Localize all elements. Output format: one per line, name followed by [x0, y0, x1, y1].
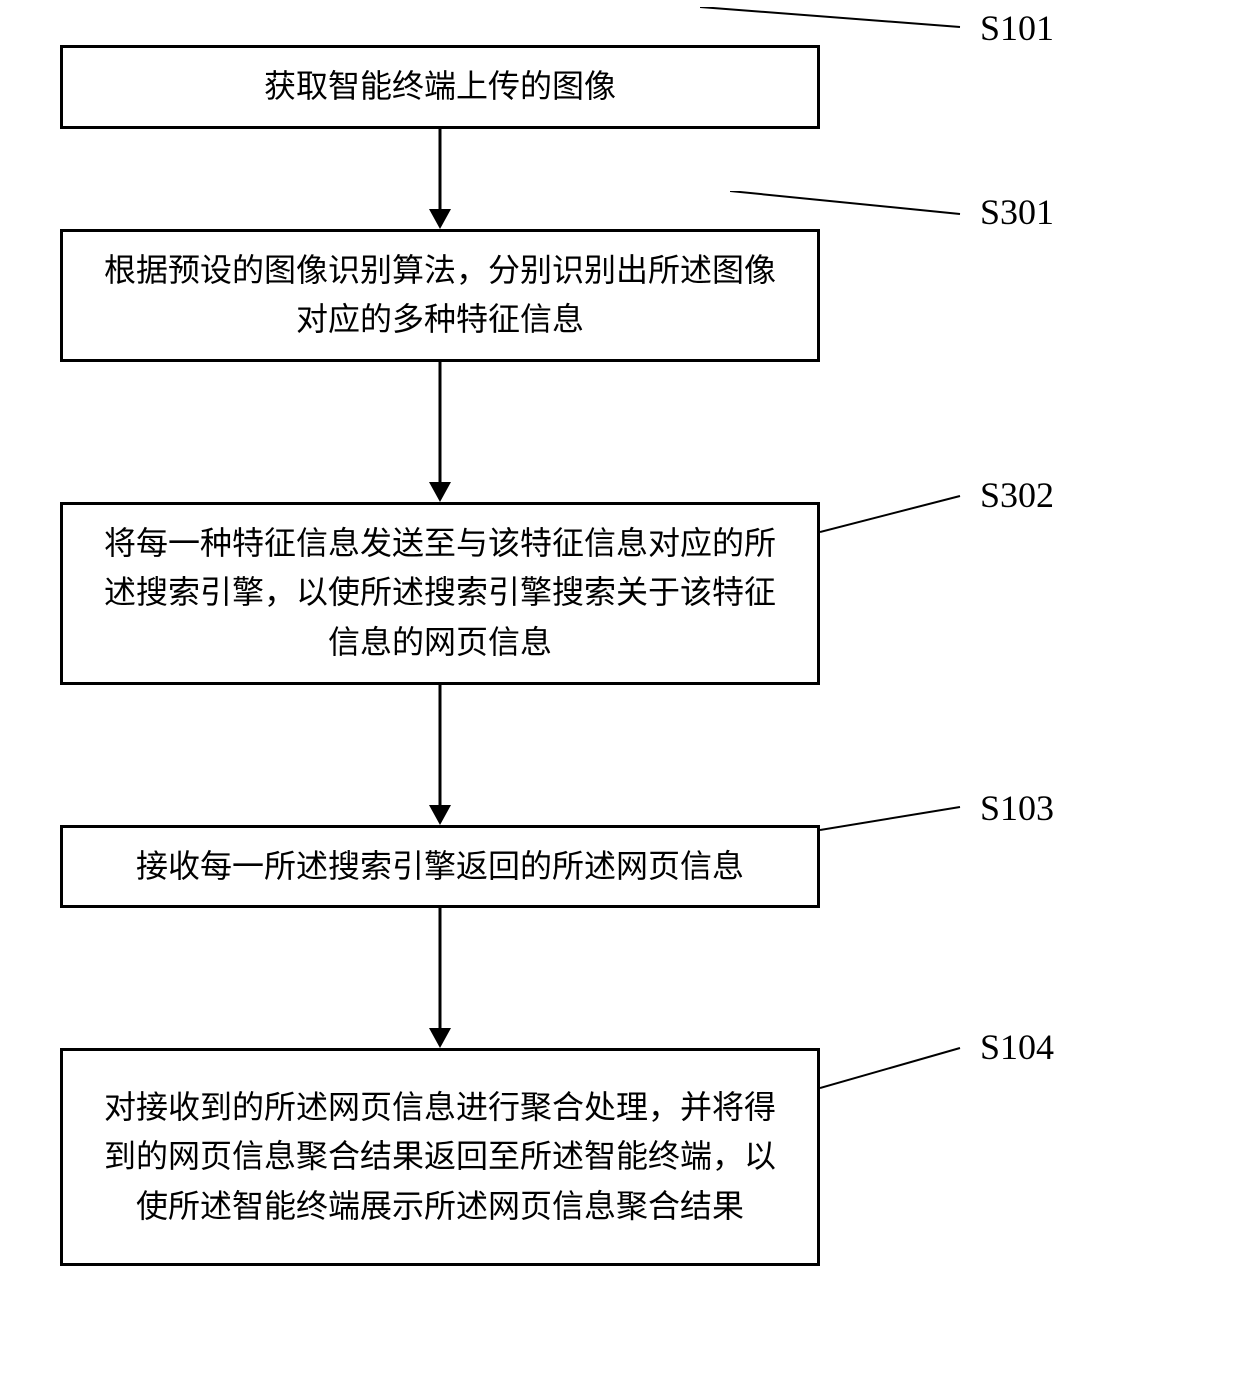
flow-arrow [420, 129, 460, 229]
flow-arrow [420, 685, 460, 825]
flow-step: 接收每一所述搜索引擎返回的所述网页信息S103 [60, 825, 1180, 909]
flow-step: 将每一种特征信息发送至与该特征信息对应的所述搜索引擎，以使所述搜索引擎搜索关于该… [60, 502, 1180, 685]
flow-box: 将每一种特征信息发送至与该特征信息对应的所述搜索引擎，以使所述搜索引擎搜索关于该… [60, 502, 820, 685]
step-label: S103 [980, 787, 1054, 829]
step-label: S301 [980, 191, 1054, 233]
connector [60, 908, 820, 1048]
flowchart-container: 获取智能终端上传的图像S101 根据预设的图像识别算法，分别识别出所述图像对应的多… [60, 45, 1180, 1266]
flow-box-text: 对接收到的所述网页信息进行聚合处理，并将得到的网页信息聚合结果返回至所述智能终端… [103, 1083, 777, 1232]
flow-arrow [420, 908, 460, 1048]
step-label: S302 [980, 474, 1054, 516]
step-label: S101 [980, 7, 1054, 49]
flow-box-text: 根据预设的图像识别算法，分别识别出所述图像对应的多种特征信息 [103, 246, 777, 345]
flow-box-text: 将每一种特征信息发送至与该特征信息对应的所述搜索引擎，以使所述搜索引擎搜索关于该… [103, 519, 777, 668]
flow-arrow [420, 362, 460, 502]
leader-line [820, 1026, 990, 1098]
flow-box: 接收每一所述搜索引擎返回的所述网页信息 [60, 825, 820, 909]
flow-box: 获取智能终端上传的图像 [60, 45, 820, 129]
leader-line [700, 7, 990, 37]
leader-line [820, 474, 990, 542]
flow-box-text: 获取智能终端上传的图像 [264, 62, 616, 112]
connector [60, 362, 820, 502]
flow-step: 对接收到的所述网页信息进行聚合处理，并将得到的网页信息聚合结果返回至所述智能终端… [60, 1048, 1180, 1266]
step-label: S104 [980, 1026, 1054, 1068]
connector [60, 685, 820, 825]
flow-step: 获取智能终端上传的图像S101 [60, 45, 1180, 129]
connector [60, 129, 820, 229]
flow-step: 根据预设的图像识别算法，分别识别出所述图像对应的多种特征信息S301 [60, 229, 1180, 362]
leader-line [820, 787, 990, 840]
flow-box-text: 接收每一所述搜索引擎返回的所述网页信息 [136, 842, 744, 892]
flow-box: 根据预设的图像识别算法，分别识别出所述图像对应的多种特征信息 [60, 229, 820, 362]
flow-box: 对接收到的所述网页信息进行聚合处理，并将得到的网页信息聚合结果返回至所述智能终端… [60, 1048, 820, 1266]
